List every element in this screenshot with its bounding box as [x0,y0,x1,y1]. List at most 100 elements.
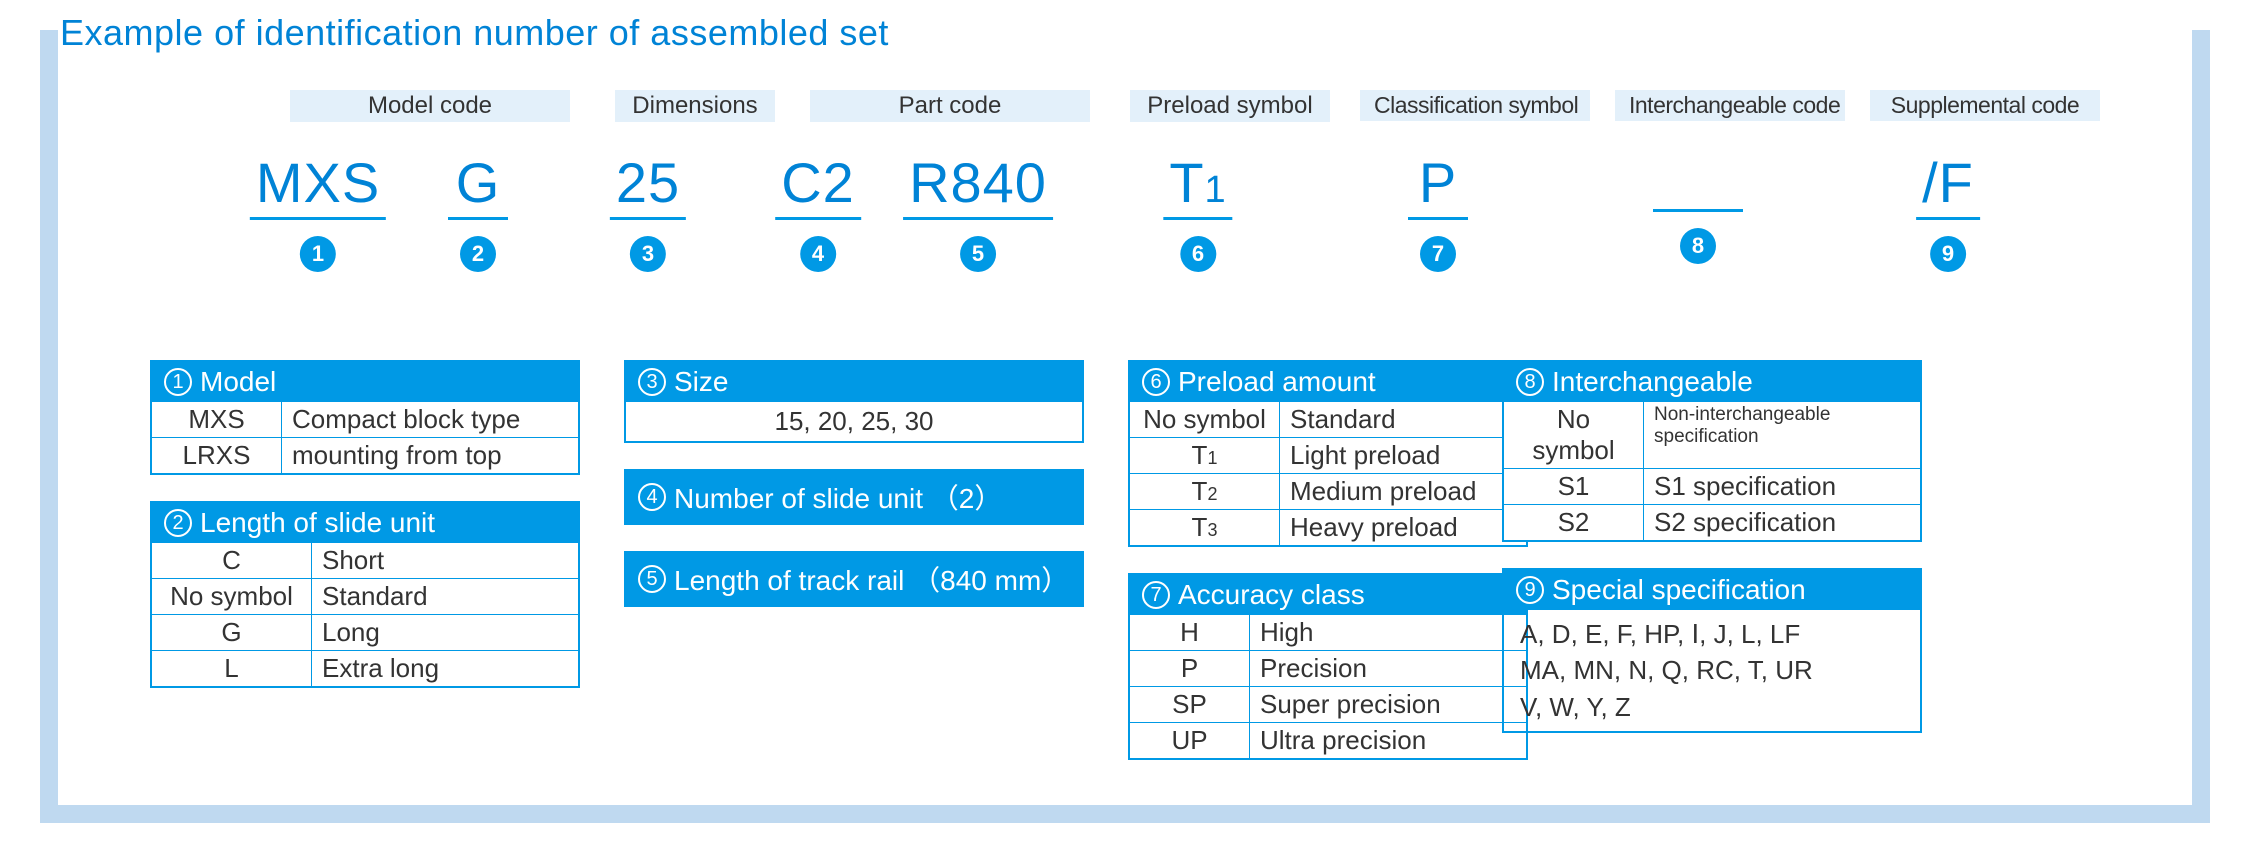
table-5: 5Length of track rail （840 mm） [624,551,1084,607]
code-badge-5: 5 [960,236,996,272]
table-header-1: 1Model [152,362,578,402]
cell-value: Extra long [312,651,578,686]
cell-value: S2 specification [1644,505,1920,540]
code-segment-2: G2 [448,150,508,272]
cell-key: T1 [1130,438,1280,473]
table-row: T3Heavy preload [1130,509,1526,545]
cell-value: mounting from top [282,438,578,473]
code-segment-8: 8 [1653,150,1743,264]
table-row: SPSuper precision [1130,686,1526,722]
header-label-dimensions: Dimensions [615,90,775,122]
table-row: No symbolStandard [152,578,578,614]
table-row: HHigh [1130,615,1526,650]
code-text-5: R840 [903,150,1053,220]
table-header-2: 2Length of slide unit [152,503,578,543]
code-segment-9: /F 9 [1916,150,1980,272]
table-1: 1ModelMXSCompact block typeLRXSmounting … [150,360,580,475]
table-body-8: No symbolNon-interchangeable specificati… [1504,402,1920,540]
code-badge-4: 4 [800,236,836,272]
table-row: LExtra long [152,650,578,686]
cell-key: T2 [1130,474,1280,509]
table-9: 9Special specificationA, D, E, F, HP, Ⅰ,… [1502,568,1922,733]
cell-key: P [1130,651,1250,686]
code-badge-8: 8 [1680,228,1716,264]
cell-value: Ultra precision [1250,723,1526,758]
table-8: 8InterchangeableNo symbolNon-interchange… [1502,360,1922,542]
table-header-6: 6Preload amount [1130,362,1526,402]
cell-value: Super precision [1250,687,1526,722]
table-row: T2Medium preload [1130,473,1526,509]
table-row: No symbolStandard [1130,402,1526,437]
code-text-3: 25 [610,150,686,220]
diagram-root: Example of identification number of asse… [0,0,2250,853]
cell-value: S1 specification [1644,469,1920,504]
cell-key: No symbol [1130,402,1280,437]
table-body-2: CShortNo symbolStandardGLongLExtra long [152,543,578,686]
tables-col-2: 3Size15, 20, 25, 30 4Number of slide unit… [624,360,1084,607]
table-row: CShort [152,543,578,578]
cell-value: Heavy preload [1280,510,1526,545]
table-header-7: 7Accuracy class [1130,575,1526,615]
cell-key: LRXS [152,438,282,473]
table-3: 3Size15, 20, 25, 30 [624,360,1084,443]
cell-value: Standard [312,579,578,614]
table-header-8: 8Interchangeable [1504,362,1920,402]
code-badge-3: 3 [630,236,666,272]
code-segment-6: T16 [1163,150,1232,272]
cell-key: UP [1130,723,1250,758]
code-text-6: T1 [1163,150,1232,220]
cell-key: C [152,543,312,578]
tables-col-1: 1ModelMXSCompact block typeLRXSmounting … [150,360,580,688]
table-row: UPUltra precision [1130,722,1526,758]
table-7: 7Accuracy classHHighPPrecisionSPSuper pr… [1128,573,1528,760]
code-badge-6: 6 [1180,236,1216,272]
table-header-5: 5Length of track rail （840 mm） [626,553,1082,605]
code-segment-5: R840 5 [903,150,1053,272]
cell-key: H [1130,615,1250,650]
cell-value: Precision [1250,651,1526,686]
tables-col-3: 6Preload amountNo symbolStandardT1Light … [1128,360,1458,760]
code-badge-2: 2 [460,236,496,272]
cell-value: Standard [1280,402,1526,437]
cell-value: Short [312,543,578,578]
table-body-3: 15, 20, 25, 30 [626,402,1082,441]
table-4: 4Number of slide unit （2） [624,469,1084,525]
cell-key: S2 [1504,505,1644,540]
table-row: S1S1 specification [1504,468,1920,504]
cell-key: T3 [1130,510,1280,545]
table-row: LRXSmounting from top [152,437,578,473]
cell-key: SP [1130,687,1250,722]
table-row: No symbolNon-interchangeable specificati… [1504,402,1920,468]
cell-value: Long [312,615,578,650]
table-header-3: 3Size [626,362,1082,402]
page-title: Example of identification number of asse… [60,12,889,54]
cell-key: MXS [152,402,282,437]
code-badge-1: 1 [300,236,336,272]
table-body-9: A, D, E, F, HP, Ⅰ, J, L, LFMA, MN, N, Q,… [1504,610,1920,731]
table-row: MXSCompact block type [152,402,578,437]
table-header-4: 4Number of slide unit （2） [626,471,1082,523]
cell-key: S1 [1504,469,1644,504]
code-text-4: C2 [775,150,861,220]
code-badge-9: 9 [1930,236,1966,272]
table-row: GLong [152,614,578,650]
cell-value: Non-interchangeable specification [1644,402,1920,468]
header-label-interchangeable: Interchangeable code [1615,90,1845,121]
table-body-1: MXSCompact block typeLRXSmounting from t… [152,402,578,473]
code-text-8 [1653,150,1743,212]
cell-key: No symbol [1504,402,1644,468]
table-row: PPrecision [1130,650,1526,686]
table-body-7: HHighPPrecisionSPSuper precisionUPUltra … [1130,615,1526,758]
table-row: T1Light preload [1130,437,1526,473]
code-text-1: MXS [250,150,386,220]
tables-col-4: 8InterchangeableNo symbolNon-interchange… [1502,360,1922,733]
code-segment-3: 253 [610,150,686,272]
header-label-model_code: Model code [290,90,570,122]
table-2: 2Length of slide unitCShortNo symbolStan… [150,501,580,688]
tables-area: 1ModelMXSCompact block typeLRXSmounting … [150,360,2160,760]
code-badge-7: 7 [1420,236,1456,272]
code-segment-4: C24 [775,150,861,272]
table-body-6: No symbolStandardT1Light preloadT2Medium… [1130,402,1526,545]
code-text-9: /F [1916,150,1980,220]
code-segment-1: MXS 1 [250,150,386,272]
